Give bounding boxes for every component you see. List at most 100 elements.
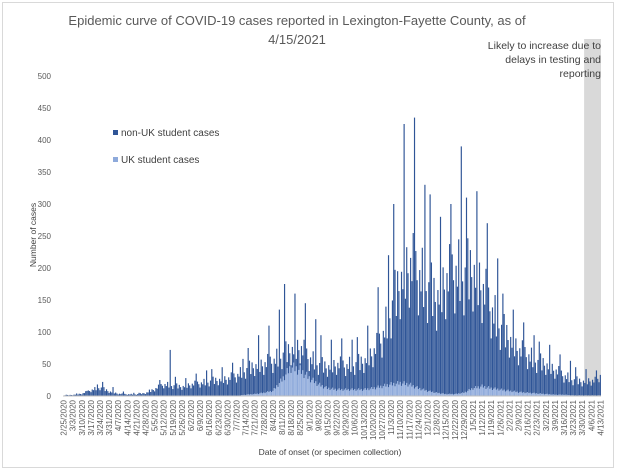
bar-non-uk-student [172,389,174,396]
bar-non-uk-student [138,392,140,396]
bar-uk-student [433,393,435,396]
bar-non-uk-student [559,354,561,395]
bar-non-uk-student [480,290,482,387]
bar-non-uk-student [289,353,291,367]
bar-non-uk-student [252,368,254,395]
bar-uk-student [285,374,287,396]
bar-uk-student [338,388,340,396]
bar-non-uk-student [216,381,218,396]
bar-uk-student [510,390,512,396]
bar-non-uk-student [125,394,127,396]
bar-uk-student [432,391,434,396]
bar-non-uk-student [521,340,523,393]
bar-uk-student [300,373,303,396]
bar-uk-student [511,392,513,396]
bar-non-uk-student [578,378,581,396]
x-tick-label: 9/1/2020 [305,399,314,431]
bar-non-uk-student [308,371,310,377]
bar-non-uk-student [160,384,162,396]
bar-uk-student [495,389,497,396]
x-tick-label: 6/23/2020 [214,399,223,435]
bar-uk-student [289,366,291,396]
bar-uk-student [282,376,284,396]
bar-non-uk-student [585,369,587,396]
bar-non-uk-student [267,353,269,392]
bar-non-uk-student [303,339,305,379]
bar-non-uk-student [251,362,253,395]
bar-non-uk-student [513,356,516,391]
bar-uk-student [312,377,314,396]
bar-uk-student [456,393,458,396]
bar-uk-student [498,390,500,396]
bar-uk-student [309,382,312,396]
bar-non-uk-student [221,367,223,396]
chart-frame: 0 50 100 150 200 250 300 350 400 450 500 2/25/2020 3… [2,2,614,468]
bar-uk-student [451,393,453,396]
legend-swatch-uk [113,157,118,162]
bar-non-uk-student [147,392,149,396]
bar-non-uk-student [204,385,206,396]
bar-uk-student [486,387,488,396]
x-tick-label: 8/18/2020 [287,399,296,435]
bar-uk-student [465,392,468,396]
x-tick-label: 4/14/2020 [123,399,132,435]
bar-non-uk-student [225,379,227,396]
bar-uk-student [298,369,300,396]
bar-non-uk-student [386,338,388,385]
bar-non-uk-student [264,362,266,394]
bar-non-uk-student [398,291,400,385]
bar-non-uk-student [577,384,579,396]
bar-non-uk-student [599,374,601,396]
bar-non-uk-student [339,356,342,391]
bar-non-uk-student [428,282,430,392]
bar-non-uk-student [567,372,569,396]
bar-uk-student [328,387,330,396]
bar-non-uk-student [232,362,234,396]
bar-non-uk-student [425,291,427,390]
x-tick-label: 5/12/2020 [160,399,169,435]
bar-non-uk-student [501,324,503,389]
bar-uk-student [265,392,267,396]
bar-uk-student [354,388,356,396]
bar-uk-student [255,394,257,396]
bar-uk-student [320,386,322,396]
bar-non-uk-student [183,387,186,396]
y-tick-label: 100 [38,328,52,337]
bar-non-uk-student [73,394,75,396]
bar-non-uk-student [254,376,256,394]
bar-uk-student [552,394,555,396]
bar-uk-student [347,388,349,396]
bar-uk-student [563,394,565,396]
bar-uk-student [334,388,336,396]
bar-non-uk-student [287,344,290,374]
bar-uk-student [436,392,438,396]
bar-uk-student [243,394,245,396]
bar-non-uk-student [206,370,208,396]
bar-non-uk-student [377,287,379,386]
bar-non-uk-student [345,376,347,389]
bar-non-uk-student [115,392,117,396]
x-tick-label: 4/6/2021 [587,399,596,431]
bar-non-uk-student [404,298,407,386]
bar-uk-student [558,394,560,396]
bar-non-uk-student [371,356,373,388]
bar-non-uk-student [350,371,352,390]
x-tick-label: 10/20/2020 [369,399,378,440]
bar-non-uk-student [499,349,501,390]
bar-uk-student [277,386,279,396]
bar-non-uk-student [361,363,364,391]
bar-non-uk-student [209,380,212,396]
bar-non-uk-student [131,394,134,396]
bar-non-uk-student [260,359,262,393]
bar-uk-student [380,385,382,396]
bar-non-uk-student [365,363,368,390]
bar-non-uk-student [545,374,547,395]
bar-uk-student [355,390,357,396]
bar-non-uk-student [512,309,514,392]
bar-non-uk-student [356,337,358,390]
bar-uk-student [294,371,296,396]
bar-non-uk-student [528,354,530,394]
bar-uk-student [397,381,399,396]
bar-uk-student [389,384,391,396]
bar-non-uk-student [85,391,87,396]
